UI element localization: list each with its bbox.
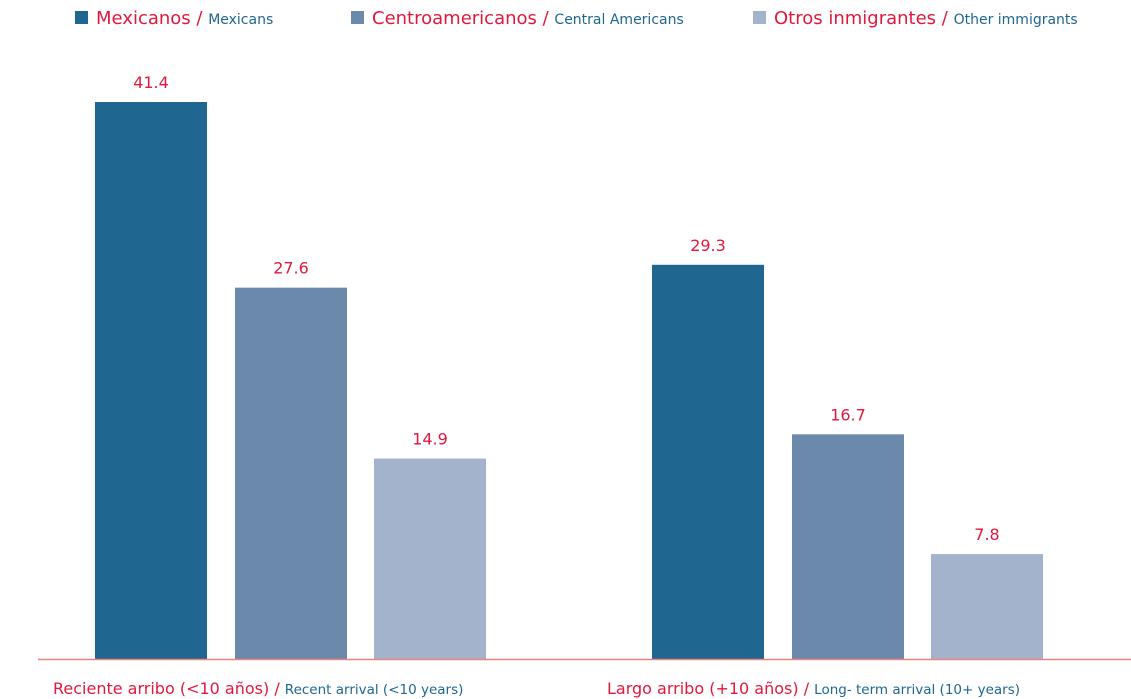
legend-item: Mexicanos / Mexicans — [75, 8, 273, 29]
value-labels: 41.4 27.6 14.9 29.3 16.7 7.8 — [133, 73, 1000, 544]
bar — [792, 434, 904, 659]
data-label: 27.6 — [273, 259, 309, 278]
category-labels: Reciente arribo (<10 años) / Recent arri… — [53, 679, 1020, 698]
legend-item: Centroamericanos / Central Americans — [351, 8, 684, 29]
legend-label-en: Other immigrants — [954, 12, 1078, 28]
category-label-en: Long- term arrival (10+ years) — [814, 682, 1020, 698]
data-label: 16.7 — [830, 405, 866, 424]
category-label-en: Recent arrival (<10 years) — [285, 682, 464, 698]
data-label: 41.4 — [133, 73, 169, 92]
bar — [652, 264, 764, 659]
legend-label-separator: / — [191, 8, 209, 29]
category-label: Largo arribo (+10 años) / Long- term arr… — [607, 679, 1020, 698]
category-label-es: Largo arribo (+10 años) — [607, 679, 799, 698]
data-label: 14.9 — [412, 430, 448, 449]
legend-label-en: Mexicans — [208, 12, 273, 28]
legend-label-en: Central Americans — [554, 12, 683, 28]
bar — [931, 554, 1043, 659]
legend-swatch — [351, 11, 364, 24]
bar — [374, 458, 486, 659]
bars — [95, 102, 1043, 659]
legend-item: Otros inmigrantes / Other immigrants — [753, 8, 1078, 29]
legend-label-es: Centroamericanos — [372, 8, 537, 29]
legend-label-separator: / — [537, 8, 555, 29]
category-label-es: Reciente arribo (<10 años) — [53, 679, 269, 698]
legend: Mexicanos / Mexicans Centroamericanos / C… — [75, 8, 1078, 29]
legend-label: Centroamericanos / Central Americans — [372, 8, 684, 29]
legend-label-es: Mexicanos — [96, 8, 191, 29]
bar — [95, 102, 207, 659]
data-label: 29.3 — [690, 236, 726, 255]
category-label: Reciente arribo (<10 años) / Recent arri… — [53, 679, 463, 698]
category-label-separator: / — [799, 679, 815, 698]
legend-swatch — [75, 11, 88, 24]
legend-label: Otros inmigrantes / Other immigrants — [774, 8, 1078, 29]
data-label: 7.8 — [974, 525, 999, 544]
category-label-separator: / — [269, 679, 285, 698]
legend-swatch — [753, 11, 766, 24]
legend-label-separator: / — [936, 8, 954, 29]
legend-label: Mexicanos / Mexicans — [96, 8, 273, 29]
legend-label-es: Otros inmigrantes — [774, 8, 936, 29]
bar — [235, 287, 347, 659]
